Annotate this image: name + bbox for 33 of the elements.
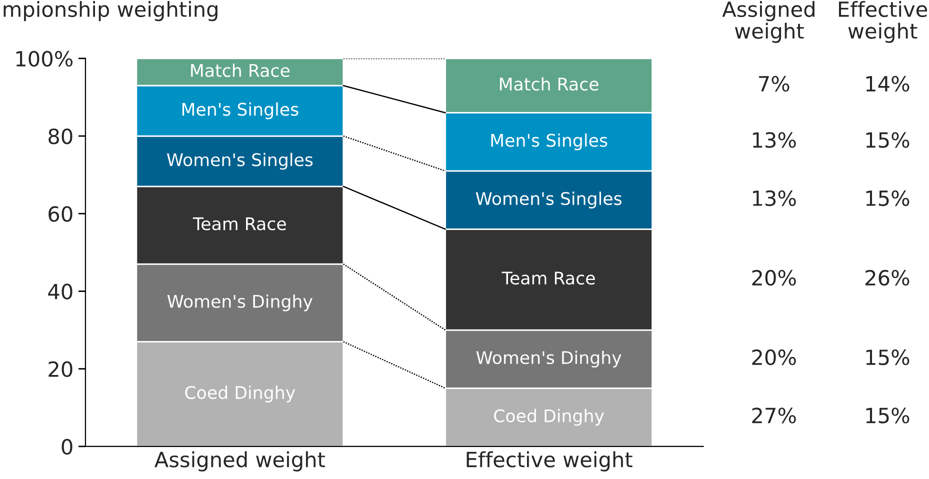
text: 13%	[752, 190, 796, 206]
y-tick-label: 100%	[16, 50, 73, 67]
text: 26%	[866, 270, 910, 286]
y-tick-label: 80	[48, 128, 72, 144]
text: Effective weight	[838, 0, 928, 43]
text: Women's Singles	[476, 192, 622, 208]
series-label: Team Race	[192, 217, 286, 230]
text: 15%	[866, 190, 910, 206]
y-tick-label: 60	[48, 206, 72, 222]
text: Men's Singles	[491, 133, 608, 150]
y-tick-label: 20	[48, 361, 72, 378]
text: 14%	[866, 76, 910, 92]
text: 20%	[752, 270, 796, 286]
text: 20%	[752, 349, 796, 366]
y-tick-label: 0	[62, 438, 72, 455]
series-label: Coed Dinghy	[494, 408, 604, 426]
text: 15%	[866, 408, 910, 424]
series-label: Men's Singles	[182, 102, 298, 120]
text: Team Race	[502, 272, 595, 285]
text: 15%	[866, 349, 910, 366]
chart-title: mpionship weighting	[4, 0, 218, 22]
text: Women's Dinghy	[167, 294, 312, 312]
series-label: Women's Dinghy	[476, 350, 622, 368]
text: Assigned weight	[722, 0, 814, 43]
y-tick-label: 40	[48, 284, 72, 300]
text: Coed Dinghy	[185, 386, 296, 402]
text: 15%	[866, 132, 910, 148]
series-label: Women's Singles	[166, 152, 313, 170]
series-label: Match Race	[191, 64, 290, 78]
text: 7%	[759, 76, 790, 92]
text: Match Race	[500, 77, 598, 91]
text: 27%	[752, 408, 796, 424]
text: 13%	[752, 132, 796, 148]
